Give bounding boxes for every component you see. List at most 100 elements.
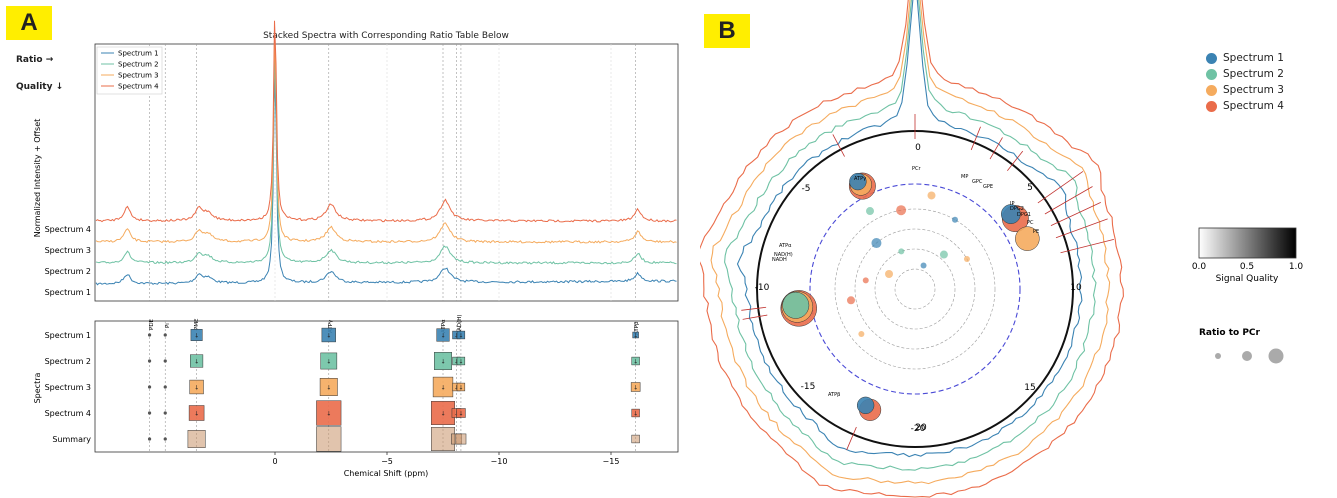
col-label-nadh: NAD(H) bbox=[457, 314, 463, 335]
ratio-marker-r4-c2 bbox=[187, 430, 206, 448]
polar-inner-bubble-1 bbox=[898, 248, 905, 255]
ratio-marker-r0-c4 bbox=[436, 328, 450, 342]
polar-label-dpg1: DPG1 bbox=[1017, 212, 1031, 218]
ratio-dot-r4-c0 bbox=[147, 437, 152, 441]
bottom-ylabel: Spectra bbox=[33, 373, 42, 404]
spoke-gpc bbox=[989, 137, 1003, 160]
x-axis-label: Chemical Shift (ppm) bbox=[344, 469, 429, 478]
bottom-row-label-4: Spectrum 4 bbox=[45, 409, 91, 418]
metabolite-column-labels: PDE Pi PME ATPγ ATPα NAD(H) ATPβ bbox=[149, 314, 640, 335]
spoke-mp bbox=[970, 126, 981, 151]
legend-b-item-4: Spectrum 4 bbox=[1206, 98, 1284, 114]
polar-label-minus10: -10 bbox=[755, 283, 770, 293]
polar-inner-bubble-6 bbox=[963, 256, 970, 262]
polar-label-5: 5 bbox=[1027, 183, 1033, 193]
ratio-quality-arrow-r1-c4: ↓ bbox=[440, 359, 445, 366]
legend-b-dot-1 bbox=[1206, 52, 1217, 64]
polar-main-circle bbox=[756, 130, 1074, 448]
polar-bubble-4 bbox=[1001, 204, 1021, 224]
bottom-row-label-3: Spectrum 3 bbox=[45, 383, 91, 392]
spoke-nadh bbox=[742, 314, 768, 320]
polar-bubble-8 bbox=[782, 291, 810, 319]
col-label-pme: PME bbox=[194, 318, 200, 330]
bottom-plot-frame bbox=[94, 320, 679, 453]
polar-inner-bubble-10 bbox=[952, 216, 958, 223]
legend-a-spectrum-2: Spectrum 2 bbox=[118, 61, 159, 69]
polar-label-minus20: -20 bbox=[911, 424, 926, 434]
polar-label-15: 15 bbox=[1024, 383, 1035, 393]
ratio-quality-arrow-r2-c7: ↓ bbox=[633, 385, 638, 392]
polar-label-atp-gamma: ATPγ bbox=[854, 176, 866, 182]
ratio-marker-r4-c6 bbox=[455, 433, 467, 445]
spoke-atp-alpha bbox=[741, 306, 767, 311]
ratio-quality-arrow-r0-c2: ↓ bbox=[194, 333, 199, 340]
ratio-marker-r1-c6 bbox=[456, 356, 466, 366]
ratio-dot-r0-c0 bbox=[147, 333, 152, 337]
polar-tick-labels: 0 5 10 15 20 -5 -10 -15 -20 bbox=[755, 143, 1082, 434]
polar-label-gpe: GPE bbox=[983, 184, 993, 190]
legend-b-label-4: Spectrum 4 bbox=[1223, 100, 1284, 112]
polar-inner-bubble-8 bbox=[927, 191, 936, 200]
ratio-quality-arrow-r3-c2: ↓ bbox=[194, 411, 199, 418]
spectrum-line-1 bbox=[95, 76, 677, 286]
spoke-ip bbox=[1037, 171, 1084, 204]
colorbar-tick-1: 1.0 bbox=[1289, 262, 1304, 272]
legend-b-dot-4 bbox=[1206, 100, 1217, 112]
polar-label-minus15: -15 bbox=[801, 382, 816, 392]
polar-label-minus5: -5 bbox=[802, 184, 811, 194]
x-tick-label-minus5: −5 bbox=[381, 457, 393, 466]
col-label-pde: PDE bbox=[149, 318, 155, 330]
col-label-atp-gamma: ATPγ bbox=[328, 319, 334, 333]
inner-ring-3 bbox=[834, 208, 996, 370]
ratio-quality-arrow-r2-c4: ↓ bbox=[440, 385, 445, 392]
size-legend-large bbox=[1268, 348, 1284, 364]
polar-inner-bubble-9 bbox=[866, 207, 874, 216]
polar-label-nadh-paren: NAD(H) bbox=[774, 252, 793, 258]
top-ylabel: Normalized Intensity + Offset bbox=[33, 119, 42, 238]
ratio-quality-arrow-r0-c3: ↓ bbox=[326, 333, 331, 340]
polar-outline-2 bbox=[724, 0, 1097, 471]
ratio-quality-arrow-r3-c6: ↓ bbox=[458, 411, 463, 418]
signal-quality-colorbar bbox=[1198, 227, 1297, 259]
panel-a-chart: Stacked Spectra with Corresponding Ratio… bbox=[16, 20, 679, 478]
top-plot-frame bbox=[94, 43, 679, 302]
col-label-atp-alpha: ATPα bbox=[441, 319, 447, 333]
top-row-label-2: Spectrum 2 bbox=[45, 267, 91, 276]
ratio-marker-r2-c6 bbox=[456, 382, 466, 392]
ratio-marker-r1-c7 bbox=[631, 356, 640, 366]
x-axis-ticks: 0 −5 −10 −15 bbox=[272, 452, 619, 466]
ratio-quality-arrow-r0-c4: ↓ bbox=[440, 333, 445, 340]
ratio-quality-arrow-r3-c3: ↓ bbox=[326, 411, 331, 418]
ratio-marker-r0-c7 bbox=[632, 331, 639, 339]
x-tick-label-minus15: −15 bbox=[603, 457, 620, 466]
ratio-quality-arrow-r0-c5: ↓ bbox=[454, 333, 459, 340]
ratio-quality-arrow-r2-c2: ↓ bbox=[194, 385, 199, 392]
legend-b-dot-2 bbox=[1206, 68, 1217, 80]
colorbar-tick-0: 0.0 bbox=[1192, 262, 1207, 272]
ratio-quality-arrow-r2-c5: ↓ bbox=[454, 385, 459, 392]
legend-a-spectrum-1: Spectrum 1 bbox=[118, 50, 159, 58]
polar-label-pe: PE bbox=[1033, 229, 1039, 235]
spectrum-line-4 bbox=[95, 20, 677, 223]
spoke-dpg2 bbox=[1044, 186, 1093, 215]
panel-a-label: A bbox=[6, 6, 52, 40]
chart-title: Stacked Spectra with Corresponding Ratio… bbox=[263, 31, 509, 41]
spoke-atp-beta bbox=[846, 426, 857, 451]
bottom-row-label-1: Spectrum 1 bbox=[45, 331, 91, 340]
polar-label-atp-alpha: ATPα bbox=[779, 243, 792, 249]
polar-outline-3 bbox=[710, 0, 1111, 485]
polar-inner-bubble-11 bbox=[846, 296, 855, 305]
polar-label-20: 20 bbox=[915, 423, 927, 433]
ratio-marker-r2-c2 bbox=[189, 379, 204, 395]
legend-b-item-3: Spectrum 3 bbox=[1206, 82, 1284, 98]
polar-label-ip: IP bbox=[1010, 201, 1015, 207]
polar-outline-4 bbox=[700, 0, 1124, 498]
ratio-marker-r2-c3 bbox=[319, 378, 338, 396]
polar-inner-bubble-3 bbox=[862, 277, 869, 284]
side-label-quality: Quality ↓ bbox=[16, 82, 63, 92]
ratio-marker-r3-c6 bbox=[456, 408, 466, 418]
ratio-quality-arrow-r2-c3: ↓ bbox=[326, 385, 331, 392]
spoke-pc bbox=[1055, 218, 1108, 239]
bottom-row-labels: Spectrum 1 Spectrum 2 Spectrum 3 Spectru… bbox=[45, 331, 92, 444]
ratio-marker-r1-c2 bbox=[190, 354, 204, 368]
